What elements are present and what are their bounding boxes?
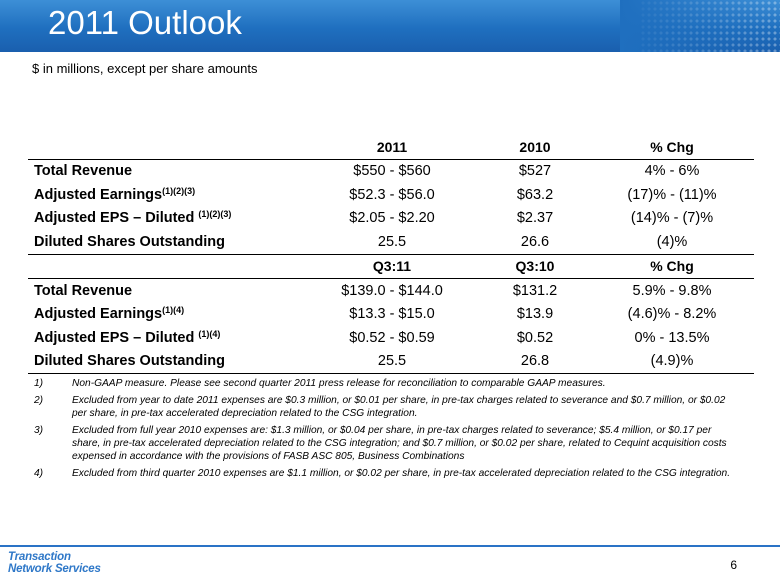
- table-row: Adjusted EPS – Diluted (1)(4) $0.52 - $0…: [28, 326, 754, 350]
- row-label: Adjusted Earnings(1)(2)(3): [34, 185, 196, 203]
- logo-line-1: Transaction: [8, 551, 71, 563]
- row-label: Total Revenue: [34, 282, 133, 299]
- footnote-number: 1): [34, 378, 44, 389]
- header-cell: 2010: [480, 135, 590, 160]
- value-pct-chg: (14)% - (7)%: [630, 210, 714, 227]
- value-q3-11: $13.3 - $15.0: [349, 306, 435, 323]
- header-cell: % Chg: [590, 135, 754, 160]
- header-cell: [28, 135, 304, 160]
- page-number: 6: [730, 558, 737, 572]
- units-note: $ in millions, except per share amounts: [32, 61, 258, 76]
- header-cell: [28, 254, 304, 279]
- row-label: Adjusted EPS – Diluted (1)(2)(3): [34, 209, 232, 227]
- outlook-table: 2011 2010 % Chg Total Revenue $550 - $56…: [28, 135, 754, 374]
- value-2011: $550 - $560: [353, 163, 431, 180]
- value-pct-chg: (4.9)%: [590, 349, 754, 374]
- row-label: Total Revenue: [34, 163, 133, 180]
- company-logo: Transaction Network Services: [8, 551, 101, 575]
- value-pct-chg: 5.9% - 9.8%: [632, 282, 712, 299]
- table-row: Adjusted Earnings(1)(2)(3) $52.3 - $56.0…: [28, 183, 754, 207]
- footnote-number: 3): [34, 425, 44, 436]
- value-2010: $2.37: [516, 210, 554, 227]
- title-bar: 2011 Outlook: [0, 0, 780, 52]
- value-q3-10: $13.9: [516, 306, 554, 323]
- table-row: Total Revenue $139.0 - $144.0 $131.2 5.9…: [28, 279, 754, 303]
- value-2011: $52.3 - $56.0: [349, 186, 435, 203]
- footnote: 2) Excluded from year to date 2011 expen…: [34, 394, 734, 420]
- footnote: 4) Excluded from third quarter 2010 expe…: [34, 467, 734, 480]
- footnote-number: 4): [34, 468, 44, 479]
- value-pct-chg: 0% - 13.5%: [634, 329, 710, 346]
- value-q3-11: $139.0 - $144.0: [341, 282, 443, 299]
- footnote-text: Excluded from full year 2010 expenses ar…: [72, 425, 727, 462]
- table-row: Adjusted Earnings(1)(4) $13.3 - $15.0 $1…: [28, 303, 754, 327]
- value-2011: $2.05 - $2.20: [349, 210, 435, 227]
- footer-divider: [0, 545, 780, 547]
- footnote-text: Non-GAAP measure. Please see second quar…: [72, 378, 606, 389]
- value-q3-10: $131.2: [512, 282, 558, 299]
- row-label: Adjusted EPS – Diluted (1)(4): [34, 328, 221, 346]
- logo-line-2: Network Services: [8, 563, 101, 575]
- quarter-header-row: Q3:11 Q3:10 % Chg: [28, 254, 754, 279]
- footnote-text: Excluded from year to date 2011 expenses…: [72, 395, 726, 419]
- table-row: Total Revenue $550 - $560 $527 4% - 6%: [28, 159, 754, 183]
- value-2010: 26.6: [480, 230, 590, 255]
- value-q3-11: $0.52 - $0.59: [349, 329, 435, 346]
- value-pct-chg: 4% - 6%: [644, 163, 700, 180]
- header-cell: Q3:10: [480, 254, 590, 279]
- row-label: Diluted Shares Outstanding: [28, 230, 304, 255]
- value-q3-11: 25.5: [304, 349, 480, 374]
- value-2011: 25.5: [304, 230, 480, 255]
- footnote: 3) Excluded from full year 2010 expenses…: [34, 424, 734, 463]
- table-row: Diluted Shares Outstanding 25.5 26.8 (4.…: [28, 349, 754, 374]
- row-label: Diluted Shares Outstanding: [28, 349, 304, 374]
- value-q3-10: 26.8: [480, 349, 590, 374]
- value-2010: $527: [518, 163, 552, 180]
- annual-header-row: 2011 2010 % Chg: [28, 135, 754, 160]
- table-row: Adjusted EPS – Diluted (1)(2)(3) $2.05 -…: [28, 207, 754, 231]
- value-pct-chg: (4)%: [590, 230, 754, 255]
- footnote-number: 2): [34, 395, 44, 406]
- page-title: 2011 Outlook: [48, 4, 242, 41]
- value-2010: $63.2: [516, 186, 554, 203]
- header-cell: Q3:11: [304, 254, 480, 279]
- footnote: 1) Non-GAAP measure. Please see second q…: [34, 377, 734, 390]
- header-cell: 2011: [304, 135, 480, 160]
- value-pct-chg: (4.6)% - 8.2%: [627, 306, 717, 323]
- row-label: Adjusted Earnings(1)(4): [34, 305, 185, 323]
- value-pct-chg: (17)% - (11)%: [627, 186, 717, 203]
- header-cell: % Chg: [590, 254, 754, 279]
- dot-pattern-fade: [620, 0, 780, 52]
- value-q3-10: $0.52: [516, 329, 554, 346]
- footnotes: 1) Non-GAAP measure. Please see second q…: [34, 377, 734, 484]
- table-row: Diluted Shares Outstanding 25.5 26.6 (4)…: [28, 230, 754, 255]
- footnote-text: Excluded from third quarter 2010 expense…: [72, 468, 731, 479]
